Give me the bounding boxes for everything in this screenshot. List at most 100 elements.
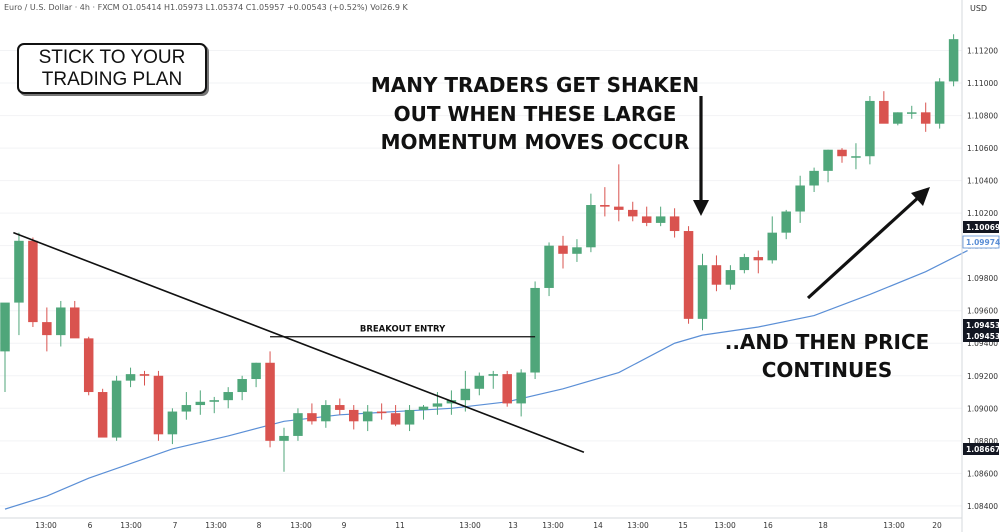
candle-down (307, 413, 317, 422)
candle-up (544, 245, 554, 288)
descending-trendline (13, 231, 585, 453)
candle-up (195, 401, 206, 406)
candle-down (711, 265, 722, 285)
plan-callout: STICK TO YOUR TRADING PLAN (17, 43, 207, 94)
candle-up (795, 185, 805, 212)
candle-up (781, 211, 791, 233)
candle-down (153, 375, 164, 435)
price-tag-label: 1.08667 (966, 445, 1000, 454)
candle-down (28, 240, 38, 323)
candle-up (697, 265, 708, 319)
candle-down (70, 307, 80, 339)
x-tick-label: 9 (342, 521, 347, 530)
candle-down (502, 374, 512, 404)
continues-annotation: ..AND THEN PRICE CONTINUES (724, 330, 930, 382)
candle-down (139, 374, 150, 376)
candle-up (223, 392, 233, 401)
symbol-info: Euro / U.S. Dollar · 4h · FXCM O1.05414 … (4, 3, 408, 12)
candle-up (809, 170, 819, 186)
candles (0, 34, 959, 472)
candle-down (376, 411, 387, 414)
candle-up (125, 374, 136, 381)
candle-up (516, 372, 526, 404)
candle-up (251, 362, 261, 380)
y-tick-label: 1.10400 (967, 177, 998, 186)
candle-up (530, 287, 540, 373)
candle-down (335, 405, 345, 410)
candle-up (0, 302, 10, 352)
x-tick-label: 20 (932, 521, 942, 530)
candle-down (614, 206, 624, 210)
moving-average (4, 250, 968, 510)
candle-up (948, 39, 959, 82)
candle-down (753, 257, 764, 261)
candle-down (683, 231, 694, 319)
candle-down (600, 205, 610, 207)
y-tick-label: 1.08600 (967, 469, 998, 478)
y-tick-label: 1.08400 (967, 502, 998, 511)
price-tag (963, 319, 999, 331)
candle-up (767, 232, 777, 261)
y-tick-label: 1.10200 (967, 209, 998, 218)
y-tick-label: 1.10800 (967, 112, 998, 121)
candle-up (14, 240, 24, 303)
x-tick-label: 11 (395, 521, 405, 530)
x-tick-label: 13:00 (459, 521, 481, 530)
candle-down (390, 413, 401, 425)
price-tag-label: 1.09453 (966, 332, 1000, 341)
candle-up (111, 380, 122, 438)
y-tick-label: 1.08800 (967, 437, 998, 446)
candle-up (56, 307, 66, 336)
y-tick-label: 1.11000 (967, 79, 998, 88)
price-tag-label: 1.09453 (966, 321, 1000, 330)
x-tick-label: 13:00 (35, 521, 57, 530)
candle-up (893, 112, 903, 124)
x-tick-label: 15 (678, 521, 688, 530)
y-tick-label: 1.09800 (967, 274, 998, 283)
price-tag (962, 235, 1000, 249)
candle-up (362, 411, 373, 422)
candle-up (181, 405, 192, 412)
y-tick-label: 1.11200 (967, 47, 998, 56)
candle-up (907, 112, 917, 114)
candle-up (865, 100, 875, 157)
candle-up (572, 247, 582, 254)
shakeout-annotation: MANY TRADERS GET SHAKEN OUT WHEN THESE L… (370, 73, 700, 154)
candle-up (851, 156, 861, 158)
price-tag-label: 1.09974 (966, 238, 1000, 247)
up-right-arrow-icon (806, 187, 930, 300)
x-tick-label: 13:00 (627, 521, 649, 530)
x-tick-label: 13:00 (714, 521, 736, 530)
y-tick-label: 1.10600 (967, 144, 998, 153)
candle-up (321, 405, 331, 422)
down-arrow-icon (693, 96, 709, 216)
y-tick-label: 1.09600 (967, 307, 998, 316)
price-tag (963, 443, 999, 455)
candle-down (879, 100, 889, 124)
moving-average-line (4, 250, 968, 510)
x-tick-label: 8 (257, 521, 262, 530)
x-tick-label: 18 (818, 521, 828, 530)
candle-down (349, 409, 359, 422)
candle-up (209, 400, 219, 402)
x-tick-label: 16 (763, 521, 773, 530)
candle-down (83, 338, 94, 393)
x-tick-label: 7 (173, 521, 178, 530)
x-tick-label: 13:00 (542, 521, 564, 530)
x-tick-label: 13:00 (290, 521, 312, 530)
price-tag (963, 330, 999, 342)
candle-up (725, 270, 736, 285)
x-tick-label: 13 (508, 521, 518, 530)
candle-down (920, 112, 931, 124)
candle-up (655, 216, 666, 223)
x-tick-label: 13:00 (205, 521, 227, 530)
currency-label: USD (970, 4, 988, 13)
candle-up (586, 205, 596, 248)
candle-up (404, 409, 415, 425)
candle-down (669, 216, 680, 232)
candle-up (934, 81, 945, 124)
candle-down (265, 362, 275, 441)
candle-up (418, 406, 429, 410)
drawn-lines: BREAKOUT ENTRY (13, 96, 930, 453)
